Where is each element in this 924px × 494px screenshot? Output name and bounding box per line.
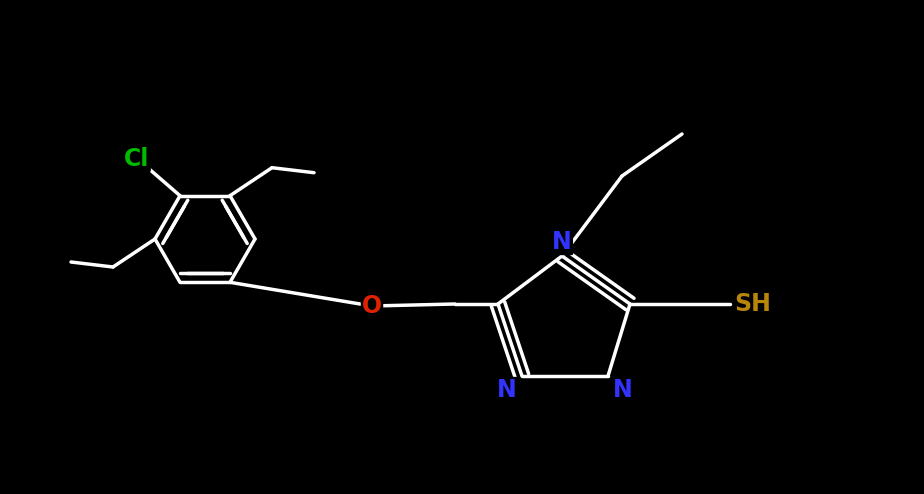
Text: N: N — [553, 230, 572, 254]
Text: O: O — [362, 294, 382, 318]
Text: Cl: Cl — [125, 147, 150, 171]
Text: N: N — [614, 378, 633, 402]
Text: N: N — [497, 378, 517, 402]
Text: SH: SH — [735, 292, 772, 316]
